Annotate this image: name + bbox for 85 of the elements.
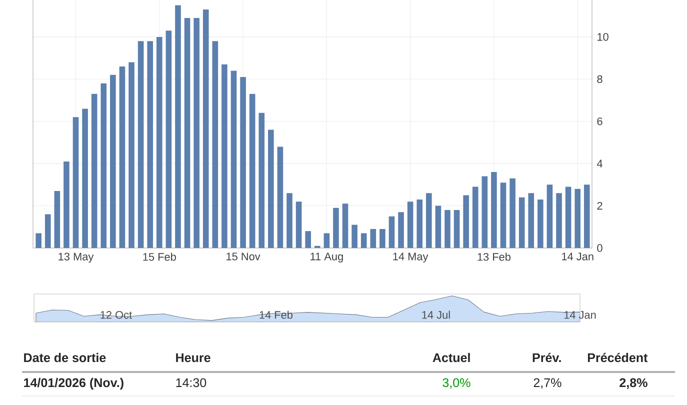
bar <box>72 117 79 248</box>
text: Date de sortie <box>24 352 106 362</box>
text: 2,7% <box>534 378 562 389</box>
x-tick-label: 13 May <box>58 252 94 263</box>
text: 3,0% <box>442 378 470 389</box>
x-tick-label: 14 Feb <box>260 310 293 319</box>
bar <box>463 195 469 248</box>
text: 2,8% <box>620 378 648 389</box>
bar <box>212 41 218 248</box>
x-tick-label: 15 Nov <box>226 252 260 260</box>
bar <box>528 193 534 248</box>
bar <box>416 199 423 248</box>
x-tick-label: 14 May <box>393 252 428 263</box>
y-tick-label: 6 <box>597 117 602 126</box>
bar <box>230 70 237 248</box>
bar <box>128 62 134 248</box>
bar <box>156 36 162 248</box>
bar <box>166 30 172 248</box>
text: 14/01/2026 (Nov.) <box>24 378 124 390</box>
x-tick-label: 14 Jul <box>422 310 450 319</box>
text: Heure <box>176 353 210 362</box>
bar <box>277 146 284 248</box>
y-tick-label: 0 <box>597 244 602 252</box>
y-tick-label: 4 <box>596 160 602 168</box>
bar <box>36 233 42 248</box>
bar <box>454 210 460 248</box>
bar <box>184 18 190 248</box>
bar <box>380 229 386 248</box>
bar <box>518 197 525 248</box>
bar <box>360 233 367 248</box>
bar <box>147 41 153 248</box>
bar <box>64 161 70 248</box>
bar <box>110 74 116 248</box>
bar <box>296 202 302 248</box>
bar <box>333 208 339 248</box>
bar <box>565 186 572 248</box>
bar <box>222 64 228 248</box>
bar <box>138 41 144 248</box>
bar <box>574 188 580 248</box>
bar <box>444 210 450 248</box>
bar <box>482 176 488 248</box>
bar <box>100 83 107 248</box>
bar <box>500 182 506 248</box>
bar <box>398 212 404 248</box>
bar <box>546 184 553 248</box>
text: Précédent <box>588 352 648 362</box>
bar <box>268 130 274 248</box>
text: Actuel <box>432 352 470 362</box>
bar <box>286 193 292 248</box>
x-tick-label: 11 Aug <box>310 252 343 263</box>
bar <box>305 231 311 248</box>
bar <box>491 172 497 248</box>
x-tick-label: 14 Jan <box>564 311 596 319</box>
bar <box>370 229 376 248</box>
bar <box>249 94 256 248</box>
bar <box>472 186 478 248</box>
bar <box>538 199 544 248</box>
y-tick-label: 8 <box>597 75 602 84</box>
bar <box>91 94 98 248</box>
text: Prév. <box>532 352 561 362</box>
bar <box>352 224 358 248</box>
bar <box>388 216 395 248</box>
bar <box>324 233 330 248</box>
bar <box>342 204 348 248</box>
bar <box>510 178 516 248</box>
bar <box>119 66 126 248</box>
bar <box>556 193 562 248</box>
y-tick-label: 2 <box>597 202 602 210</box>
bar <box>407 202 414 248</box>
text: 14:30 <box>176 378 206 388</box>
bar <box>435 206 442 248</box>
bar <box>584 184 590 248</box>
x-tick-label: 15 Feb <box>143 252 176 261</box>
bar <box>426 193 432 248</box>
bar <box>44 214 51 248</box>
y-tick-label: 10 <box>598 33 608 41</box>
x-tick-label: 14 Jan <box>562 252 594 260</box>
bar <box>82 108 88 248</box>
bar <box>258 112 265 248</box>
x-tick-label: 13 Feb <box>478 252 511 261</box>
bar <box>194 18 200 248</box>
bar <box>54 191 60 248</box>
bar <box>202 10 209 248</box>
bar <box>240 77 246 248</box>
bar <box>175 5 181 248</box>
